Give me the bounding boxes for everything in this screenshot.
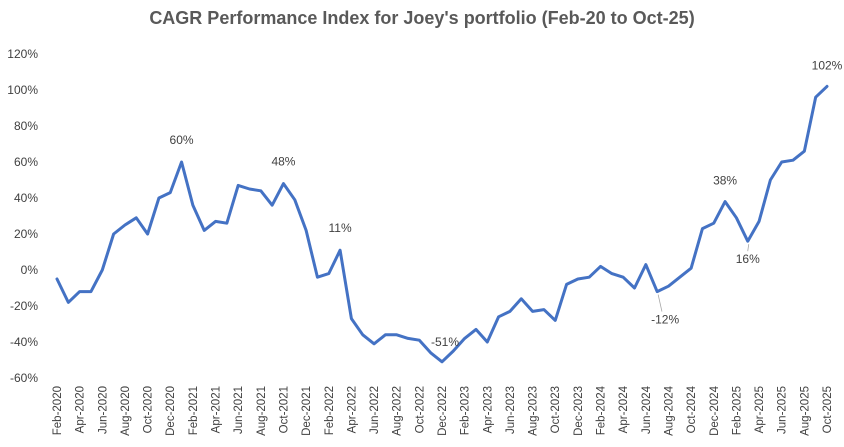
x-tick-label: Feb-2023	[460, 386, 472, 435]
x-tick-label: Aug-2021	[256, 386, 268, 436]
x-tick-label: Feb-2024	[596, 385, 608, 435]
x-tick-label: Aug-2023	[528, 386, 540, 436]
data-label: -12%	[651, 313, 679, 327]
y-tick-label: -20%	[10, 299, 38, 313]
x-tick-label: Jun-2025	[777, 386, 789, 434]
x-tick-label: Apr-2020	[75, 386, 87, 433]
data-label: 60%	[170, 133, 194, 147]
x-tick-label: Dec-2024	[709, 385, 721, 435]
y-tick-label: 100%	[7, 83, 38, 97]
y-tick-label: -60%	[10, 371, 38, 385]
y-tick-label: 80%	[14, 119, 38, 133]
data-label: -51%	[431, 335, 459, 349]
data-label: 11%	[329, 221, 352, 235]
x-tick-label: Feb-2020	[52, 386, 64, 435]
x-tick-label: Oct-2022	[414, 386, 426, 433]
y-tick-label: -40%	[10, 335, 38, 349]
y-tick-label: 40%	[14, 191, 38, 205]
x-tick-label: Oct-2025	[822, 386, 834, 433]
x-tick-label: Apr-2025	[754, 386, 766, 433]
y-tick-label: 120%	[7, 47, 38, 61]
x-tick-label: Feb-2022	[324, 386, 336, 435]
x-tick-label: Apr-2023	[482, 386, 494, 433]
x-tick-label: Apr-2021	[211, 386, 223, 433]
x-tick-label: Jun-2021	[233, 386, 245, 434]
data-label: 48%	[271, 155, 295, 169]
y-tick-label: 60%	[14, 155, 38, 169]
x-tick-label: Feb-2021	[188, 386, 200, 435]
series-line	[55, 84, 829, 364]
x-tick-label: Aug-2022	[392, 386, 404, 436]
x-tick-label: Oct-2023	[550, 386, 562, 433]
x-tick-label: Aug-2020	[120, 386, 132, 436]
data-label-leader	[657, 294, 663, 312]
data-label: 38%	[713, 174, 737, 188]
x-tick-label: Dec-2022	[437, 386, 449, 436]
x-tick-label: Dec-2023	[573, 386, 585, 436]
x-tick-label: Feb-2025	[731, 386, 743, 435]
x-tick-label: Oct-2020	[143, 386, 155, 433]
x-tick-label: Aug-2024	[663, 385, 675, 435]
x-tick-label: Jun-2024	[641, 385, 653, 434]
x-tick-label: Jun-2022	[369, 386, 381, 434]
x-tick-label: Aug-2025	[799, 386, 811, 436]
x-tick-label: Apr-2022	[346, 386, 358, 433]
y-tick-label: 0%	[21, 263, 39, 277]
x-tick-label: Jun-2023	[505, 386, 517, 434]
x-tick-label: Apr-2024	[618, 385, 630, 433]
x-tick-label: Oct-2021	[278, 386, 290, 433]
data-label: 102%	[812, 58, 843, 72]
x-tick-label: Oct-2024	[686, 385, 698, 433]
chart-title: CAGR Performance Index for Joey's portfo…	[149, 8, 695, 28]
x-tick-label: Dec-2021	[301, 386, 313, 436]
x-tick-label: Dec-2020	[165, 386, 177, 436]
data-label: 16%	[736, 252, 760, 266]
x-tick-label: Jun-2020	[97, 386, 109, 434]
y-tick-label: 20%	[14, 227, 38, 241]
data-label-leader	[747, 244, 750, 252]
